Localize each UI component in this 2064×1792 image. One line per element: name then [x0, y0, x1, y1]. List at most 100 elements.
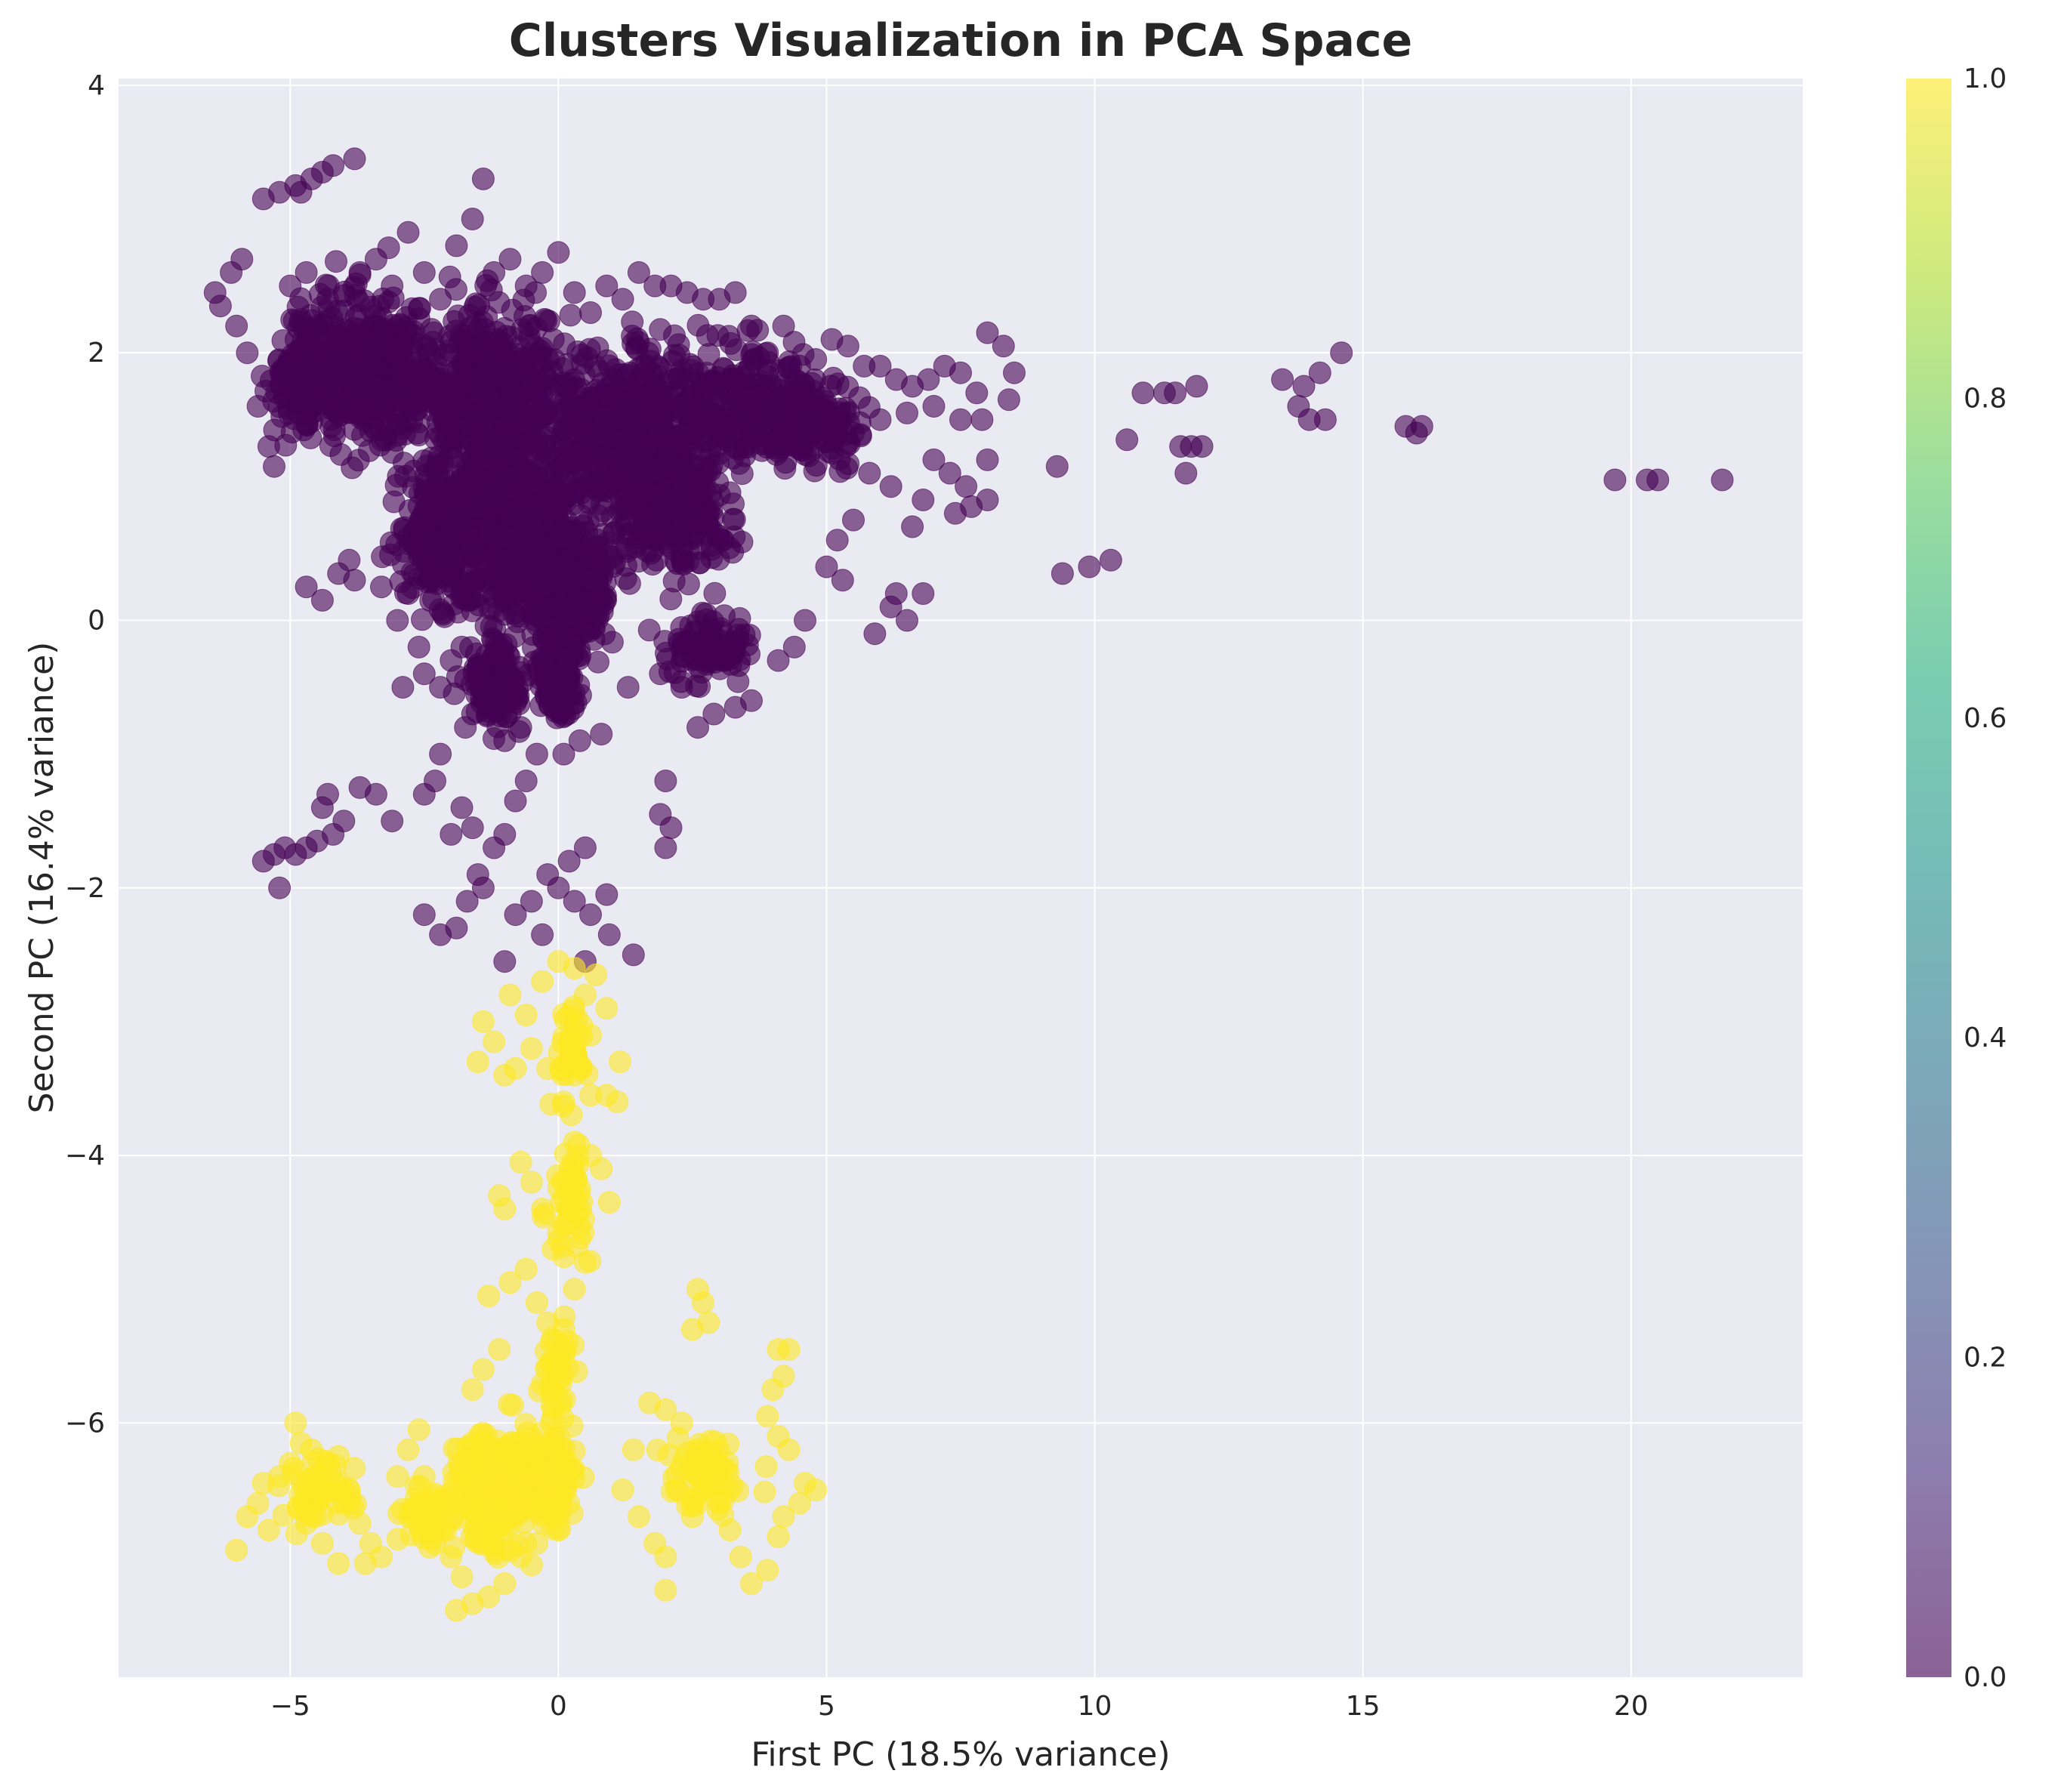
colorbar-tick-label: 0.2	[1964, 1343, 2007, 1374]
data-point	[477, 676, 500, 699]
data-point	[332, 810, 356, 833]
data-point	[528, 1379, 551, 1402]
data-point	[536, 1056, 560, 1080]
data-point	[343, 147, 366, 171]
data-point	[560, 1414, 584, 1438]
data-point	[471, 167, 495, 190]
data-point	[579, 903, 602, 927]
data-point	[461, 702, 484, 726]
data-point	[677, 572, 700, 596]
data-point	[1308, 361, 1331, 384]
data-point	[332, 1491, 356, 1515]
data-point	[863, 622, 887, 646]
data-point	[450, 1565, 474, 1589]
data-point	[1190, 435, 1214, 458]
data-point	[868, 354, 892, 378]
scatter-points	[203, 147, 1734, 1622]
data-point	[686, 716, 709, 739]
data-point	[970, 408, 994, 431]
data-point	[1711, 468, 1734, 492]
data-point	[756, 1405, 779, 1428]
data-point	[595, 883, 619, 906]
data-point	[703, 581, 727, 605]
data-point	[541, 1238, 565, 1261]
data-point	[520, 1171, 543, 1194]
data-point	[440, 551, 464, 574]
data-point	[569, 504, 593, 527]
data-point	[498, 248, 522, 271]
data-point	[740, 689, 763, 712]
data-point	[804, 348, 828, 371]
data-point	[526, 1441, 549, 1464]
data-point	[295, 1512, 318, 1535]
data-point	[708, 385, 732, 409]
y-tick-label: 4	[88, 70, 105, 101]
data-point	[466, 1484, 489, 1507]
data-point	[387, 412, 410, 436]
data-point	[879, 475, 902, 498]
cluster-1-points	[225, 950, 828, 1622]
data-point	[901, 515, 924, 538]
data-point	[573, 1251, 597, 1274]
data-point	[721, 541, 745, 564]
data-point	[622, 1438, 645, 1461]
data-point	[279, 1451, 302, 1475]
data-point	[684, 370, 708, 393]
data-point	[788, 1491, 811, 1515]
data-point	[512, 563, 535, 586]
data-point	[563, 957, 586, 980]
data-point	[343, 1457, 366, 1480]
data-point	[557, 1198, 581, 1220]
data-point	[545, 700, 567, 723]
data-point	[434, 1519, 458, 1542]
data-point	[373, 317, 396, 341]
data-point	[559, 520, 582, 544]
data-point	[314, 367, 338, 390]
data-point	[498, 1393, 521, 1416]
data-point	[976, 489, 999, 511]
data-point	[700, 546, 723, 569]
data-point	[424, 427, 447, 451]
data-point	[225, 1538, 248, 1562]
data-point	[922, 448, 946, 471]
colorbar-tick-label: 0.8	[1964, 383, 2007, 414]
data-point	[412, 662, 436, 686]
data-point	[284, 1411, 307, 1435]
data-point	[619, 430, 642, 454]
data-point	[230, 248, 254, 271]
data-point	[257, 435, 280, 458]
data-point	[634, 504, 657, 527]
data-point	[627, 261, 650, 284]
data-point	[506, 447, 529, 470]
data-point	[547, 876, 570, 899]
data-point	[263, 455, 285, 478]
data-point	[421, 565, 444, 588]
data-point	[552, 1090, 575, 1114]
data-point	[399, 322, 422, 346]
chart-title: Clusters Visualization in PCA Space	[509, 14, 1412, 67]
data-point	[493, 729, 517, 752]
data-point	[391, 676, 415, 699]
data-point	[602, 447, 625, 470]
data-point	[516, 1421, 539, 1445]
data-point	[712, 358, 736, 381]
data-point	[477, 1285, 500, 1308]
data-point	[493, 950, 517, 973]
data-point	[949, 361, 972, 384]
data-point	[410, 521, 433, 544]
data-point	[412, 903, 436, 927]
data-point	[677, 630, 701, 653]
data-point	[332, 341, 356, 365]
data-point	[583, 600, 606, 623]
data-point	[654, 770, 677, 793]
data-point	[618, 572, 641, 595]
data-point	[626, 532, 649, 554]
data-point	[461, 1378, 484, 1402]
data-point	[455, 890, 479, 913]
data-point	[429, 742, 452, 766]
data-point	[458, 316, 482, 340]
data-point	[697, 1311, 720, 1334]
colorbar-tick-label: 0.6	[1964, 703, 2007, 734]
data-point	[654, 1545, 677, 1568]
